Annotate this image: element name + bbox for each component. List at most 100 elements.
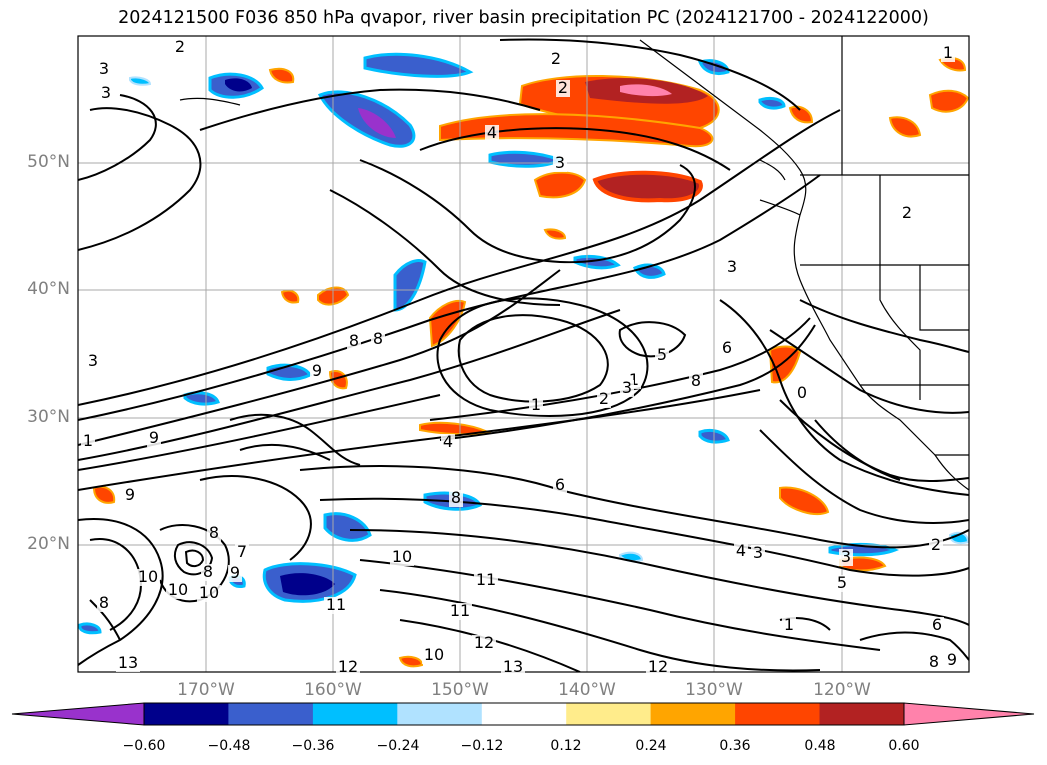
contour-label-bg (927, 654, 941, 671)
contour-label-bg (97, 595, 111, 612)
contour-label: 2 (175, 37, 185, 56)
contour-label-bg (81, 433, 95, 450)
contour-label: 10 (138, 567, 158, 586)
contour-label-bg (201, 564, 215, 581)
colorbar-extend-high (904, 703, 1034, 725)
contour-label: 12 (648, 657, 668, 676)
colorbar-tick-label: −0.48 (207, 738, 251, 754)
contour-label-bg (441, 434, 455, 451)
contour-label-bg (448, 603, 472, 620)
contour-label-bg (795, 385, 809, 402)
contour-label-bg (173, 39, 187, 56)
contour-label: 5 (837, 573, 847, 592)
colorbar-tick-label: −0.24 (376, 738, 420, 754)
contour-label-bg (782, 617, 796, 634)
lon-label-130w: 130°W (685, 680, 743, 700)
colorbar-extend-low (12, 703, 144, 725)
coastlines (179, 36, 969, 491)
contour-label-bg (900, 205, 914, 222)
contour-label: 2 (599, 389, 609, 408)
contour-label: 8 (203, 562, 213, 581)
colorbar-cell (397, 703, 483, 725)
map-title: 2024121500 F036 850 hPa qvapor, river ba… (118, 8, 929, 28)
contour-label: 10 (199, 583, 219, 602)
lon-label-160w: 160°W (304, 680, 362, 700)
contour-label: 3 (841, 547, 851, 566)
contour-label-bg (655, 347, 669, 364)
contour-label-bg (166, 582, 190, 599)
contour-label-bg (371, 331, 385, 348)
contour-label-bg (725, 259, 739, 276)
contour-label: 6 (932, 615, 942, 634)
contour-label: 8 (451, 488, 461, 507)
contour-label: 9 (230, 563, 240, 582)
contour-label-bg (422, 647, 446, 664)
contour-label-bg (228, 565, 242, 582)
contour-label: 3 (88, 351, 98, 370)
contour-label: 9 (125, 485, 135, 504)
contour-label-bg (324, 597, 348, 614)
contour-label-bg (449, 490, 463, 507)
contour-label: 12 (338, 657, 358, 676)
contour-label-bg (197, 585, 221, 602)
contour-label: 3 (99, 59, 109, 78)
colorbar-tick-label: −0.12 (460, 738, 504, 754)
contour-label-bg (136, 569, 160, 586)
contour-label-bg (734, 543, 748, 560)
contour-label: 11 (326, 595, 346, 614)
lon-label-120w: 120°W (813, 680, 871, 700)
contour-label-bg (553, 155, 567, 172)
contour-label: 8 (373, 329, 383, 348)
colorbar-cell (735, 703, 820, 725)
colorbar-tick-label: 0.24 (635, 738, 667, 754)
contour-label-bg (930, 617, 944, 634)
contour-label-bg (86, 353, 100, 370)
contour-label-bg (207, 525, 221, 542)
contour-label: 3 (727, 257, 737, 276)
contour-label: 3 (622, 378, 632, 397)
lon-label-140w: 140°W (558, 680, 616, 700)
contour-label: 9 (149, 428, 159, 447)
contour-label-bg (549, 51, 563, 68)
contour-label-bg (97, 61, 111, 78)
lat-label-20n: 20°N (27, 534, 70, 554)
lat-label-30n: 30°N (27, 407, 70, 427)
contour-label: 3 (753, 543, 763, 562)
contour-label-bg (474, 572, 498, 589)
colorbar-tick-label: 0.12 (550, 738, 582, 754)
contour-label: 4 (487, 123, 497, 142)
contour-label: 0 (797, 383, 807, 402)
contour-label-bg (485, 125, 499, 142)
contour-label: 4 (736, 541, 746, 560)
contour-label-bg (620, 380, 634, 397)
contour-label: 5 (657, 345, 667, 364)
contour-label-bg (472, 635, 496, 652)
contour-label: 3 (101, 83, 111, 102)
contour-label-bg (689, 373, 703, 390)
colorbar-cell (481, 703, 567, 725)
colorbar-tick-label: 0.48 (804, 738, 836, 754)
contour-label-bg (751, 545, 765, 562)
contour-label: 8 (929, 652, 939, 671)
contour-label: 13 (503, 657, 523, 676)
colorbar-cell (819, 703, 905, 725)
colorbar-cell (228, 703, 314, 725)
contour-label-bg (116, 655, 140, 672)
contour-label: 10 (392, 547, 412, 566)
contour-label: 8 (349, 331, 359, 350)
lon-label-150w: 150°W (431, 680, 489, 700)
lat-label-50n: 50°N (27, 152, 70, 172)
contour-label-bg (835, 575, 849, 592)
contour-label: 10 (424, 645, 444, 664)
colorbar-cell (144, 703, 229, 725)
contour-label-bg (390, 549, 414, 566)
contour-label: 9 (312, 361, 322, 380)
contour-label-bg (941, 45, 955, 62)
contour-label-bg (336, 659, 360, 676)
colorbar-tick-label: −0.60 (122, 738, 166, 754)
contour-label: 13 (118, 653, 138, 672)
contour-label: 10 (168, 580, 188, 599)
contour-label: 11 (476, 570, 496, 589)
